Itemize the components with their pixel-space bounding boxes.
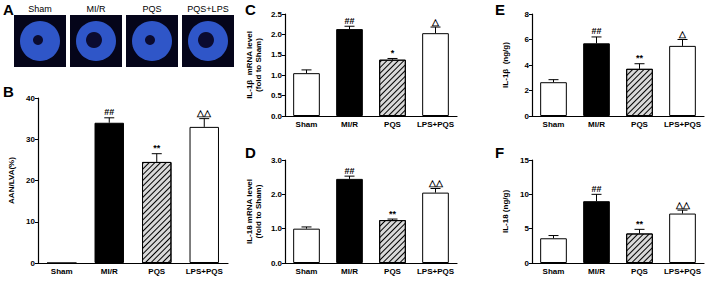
svg-text:IL-18 (ng/g): IL-18 (ng/g) bbox=[501, 190, 510, 233]
svg-text:△△: △△ bbox=[196, 108, 212, 118]
svg-text:MI/R: MI/R bbox=[341, 267, 358, 276]
svg-text:5: 5 bbox=[525, 224, 530, 233]
svg-text:MI/R: MI/R bbox=[101, 267, 118, 276]
svg-text:LPS+PQS: LPS+PQS bbox=[417, 267, 455, 276]
svg-text:LPS+PQS: LPS+PQS bbox=[417, 120, 455, 129]
svg-text:AAN/LVA(%): AAN/LVA(%) bbox=[7, 157, 16, 204]
svg-text:0.0: 0.0 bbox=[271, 112, 283, 121]
svg-text:LPS+PQS: LPS+PQS bbox=[186, 267, 224, 276]
svg-text:*: * bbox=[391, 48, 395, 58]
svg-text:##: ## bbox=[104, 107, 114, 117]
svg-text:Sham: Sham bbox=[296, 267, 318, 276]
svg-text:3.0: 3.0 bbox=[271, 156, 283, 165]
svg-text:40: 40 bbox=[26, 94, 35, 103]
svg-text:##: ## bbox=[344, 166, 354, 176]
svg-text:△△: △△ bbox=[428, 178, 444, 188]
svg-text:IL-1β (ng/g): IL-1β (ng/g) bbox=[501, 42, 510, 88]
svg-text:MI/R: MI/R bbox=[341, 120, 358, 129]
svg-text:0.0: 0.0 bbox=[271, 259, 283, 268]
svg-text:Sham: Sham bbox=[543, 120, 565, 129]
svg-text:6: 6 bbox=[525, 35, 530, 44]
svg-text:IL-1β mRNA level: IL-1β mRNA level bbox=[245, 31, 254, 99]
svg-text:0.5: 0.5 bbox=[271, 91, 283, 100]
svg-text:PQS+LPS: PQS+LPS bbox=[187, 4, 228, 14]
svg-text:Sham: Sham bbox=[543, 267, 565, 276]
svg-text:2: 2 bbox=[525, 86, 530, 95]
svg-text:1.5: 1.5 bbox=[271, 50, 283, 59]
svg-text:**: ** bbox=[153, 143, 161, 153]
svg-text:2.5: 2.5 bbox=[271, 10, 283, 19]
svg-text:D: D bbox=[245, 144, 256, 161]
svg-text:Sham: Sham bbox=[28, 4, 52, 14]
svg-text:30: 30 bbox=[26, 135, 35, 144]
svg-text:PQS: PQS bbox=[384, 120, 402, 129]
svg-text:**: ** bbox=[636, 53, 644, 63]
svg-text:**: ** bbox=[636, 219, 644, 229]
svg-text:(fold to Sham): (fold to Sham) bbox=[254, 38, 263, 92]
svg-text:20: 20 bbox=[26, 176, 35, 185]
svg-text:10: 10 bbox=[520, 190, 529, 199]
svg-text:△: △ bbox=[431, 17, 440, 27]
svg-text:4: 4 bbox=[525, 61, 530, 70]
svg-text:Sham: Sham bbox=[51, 267, 73, 276]
svg-text:##: ## bbox=[344, 16, 354, 26]
svg-text:2.0: 2.0 bbox=[271, 190, 283, 199]
svg-text:E: E bbox=[495, 1, 505, 18]
svg-text:IL-18 mRNA level: IL-18 mRNA level bbox=[245, 179, 254, 244]
svg-text:MI/R: MI/R bbox=[588, 120, 605, 129]
svg-text:F: F bbox=[495, 144, 504, 161]
svg-text:LPS+PQS: LPS+PQS bbox=[664, 120, 702, 129]
svg-text:1.0: 1.0 bbox=[271, 71, 283, 80]
svg-text:MI/R: MI/R bbox=[588, 267, 605, 276]
svg-text:1.0: 1.0 bbox=[271, 224, 283, 233]
svg-text:0: 0 bbox=[31, 259, 36, 268]
svg-text:PQS: PQS bbox=[631, 120, 649, 129]
svg-text:B: B bbox=[3, 83, 14, 100]
svg-text:△: △ bbox=[678, 29, 687, 39]
svg-text:PQS: PQS bbox=[148, 267, 166, 276]
svg-text:PQS: PQS bbox=[631, 267, 649, 276]
svg-text:15: 15 bbox=[520, 156, 529, 165]
svg-text:**: ** bbox=[389, 209, 397, 219]
svg-text:PQS: PQS bbox=[142, 4, 161, 14]
svg-text:2.0: 2.0 bbox=[271, 30, 283, 39]
svg-text:8: 8 bbox=[525, 10, 530, 19]
svg-text:0: 0 bbox=[525, 112, 530, 121]
svg-text:##: ## bbox=[591, 184, 601, 194]
svg-text:Sham: Sham bbox=[296, 120, 318, 129]
svg-text:LPS+PQS: LPS+PQS bbox=[664, 267, 702, 276]
svg-text:10: 10 bbox=[26, 217, 35, 226]
svg-text:△△: △△ bbox=[675, 200, 691, 210]
svg-text:A: A bbox=[3, 1, 14, 18]
svg-text:C: C bbox=[245, 1, 256, 18]
svg-text:MI/R: MI/R bbox=[87, 4, 106, 14]
svg-text:0: 0 bbox=[525, 259, 530, 268]
svg-text:##: ## bbox=[591, 26, 601, 36]
svg-text:PQS: PQS bbox=[384, 267, 402, 276]
svg-text:(fold to Sham): (fold to Sham) bbox=[254, 184, 263, 238]
